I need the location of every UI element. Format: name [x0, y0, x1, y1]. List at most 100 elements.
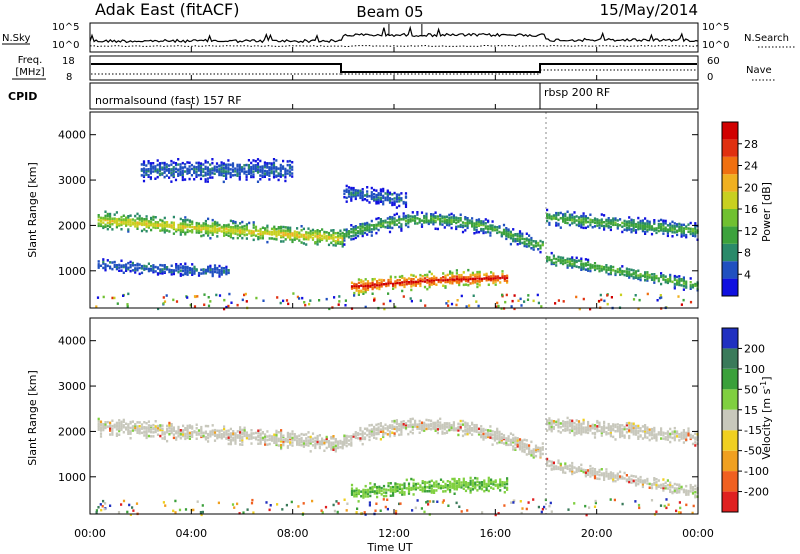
echo-cell — [275, 439, 278, 443]
echo-cell — [234, 173, 237, 177]
echo-cell — [580, 467, 583, 470]
echo-cell — [548, 419, 551, 422]
echo-cell — [432, 213, 435, 216]
echo-cell — [466, 221, 469, 224]
echo-cell — [430, 427, 433, 431]
echo-cell — [179, 274, 182, 277]
echo-cell — [193, 167, 196, 171]
echo-cell — [489, 231, 492, 234]
echo-cell — [577, 224, 581, 228]
echo-cell — [243, 293, 246, 297]
echo-cell — [118, 426, 121, 429]
echo-cell — [289, 432, 292, 436]
echo-cell — [174, 163, 178, 167]
echo-cell — [138, 429, 141, 432]
echo-cell — [510, 501, 513, 504]
echo-cell — [582, 214, 585, 218]
echo-cell — [392, 488, 395, 492]
echo-cell — [277, 439, 280, 443]
echo-cell — [467, 487, 470, 490]
echo-cell — [152, 423, 155, 427]
echo-cell — [286, 229, 289, 233]
echo-cell — [466, 224, 469, 227]
echo-cell — [483, 277, 486, 280]
echo-cell — [477, 230, 481, 234]
echo-cell — [231, 174, 235, 177]
echo-cell — [650, 273, 654, 276]
echo-cell — [475, 226, 478, 229]
echo-cell — [462, 487, 465, 490]
echo-cell — [389, 494, 392, 497]
echo-cell — [469, 275, 472, 278]
echo-cell — [273, 232, 276, 236]
echo-cell — [433, 485, 436, 488]
echo-cell — [350, 436, 353, 440]
echo-cell — [589, 472, 592, 475]
echo-cell — [163, 437, 166, 441]
echo-cell — [625, 220, 628, 223]
echo-cell — [280, 438, 283, 441]
echo-cell — [451, 275, 454, 278]
echo-cell — [589, 265, 592, 268]
echo-cell — [452, 214, 455, 217]
echo-cell — [474, 277, 477, 280]
echo-cell — [134, 221, 137, 225]
echo-cell — [159, 426, 162, 429]
echo-cell — [671, 224, 674, 228]
x-tick-label: 20:00 — [581, 527, 613, 540]
echo-cell — [158, 162, 162, 165]
echo-cell — [491, 229, 494, 232]
echo-cell — [170, 180, 173, 183]
echo-cell — [259, 230, 262, 233]
echo-cell — [600, 434, 603, 437]
echo-cell — [268, 162, 271, 165]
echo-cell — [334, 441, 337, 444]
echo-cell — [628, 478, 631, 481]
echo-cell — [361, 234, 364, 238]
echo-cell — [149, 162, 152, 165]
echo-cell — [414, 421, 417, 424]
echo-cell — [568, 419, 571, 422]
echo-cell — [689, 436, 692, 439]
echo-cell — [506, 482, 509, 486]
echo-cell — [276, 296, 279, 299]
x-tick-label: 12:00 — [378, 527, 410, 540]
echo-cell — [330, 234, 333, 237]
echo-cell — [491, 437, 494, 440]
echo-cell — [172, 272, 175, 276]
echo-cell — [423, 487, 427, 491]
echo-cell — [199, 171, 203, 174]
echo-cell — [384, 225, 387, 229]
echo-cell — [401, 491, 404, 494]
echo-cell — [122, 218, 125, 221]
echo-cell — [156, 224, 160, 227]
echo-cell — [487, 483, 490, 486]
echo-cell — [382, 200, 385, 203]
echo-cell — [653, 227, 656, 230]
echo-cell — [316, 436, 319, 439]
echo-cell — [646, 426, 649, 429]
echo-cell — [99, 424, 103, 427]
echo-cell — [232, 226, 235, 229]
echo-cell — [131, 420, 134, 423]
echo-cell — [113, 221, 116, 224]
echo-cell — [407, 484, 411, 488]
echo-cell — [270, 439, 274, 442]
echo-cell — [284, 171, 287, 175]
echo-cell — [127, 220, 130, 223]
echo-cell — [468, 427, 471, 430]
echo-cell — [225, 173, 228, 177]
echo-cell — [423, 221, 426, 224]
echo-cell — [434, 216, 437, 220]
echo-cell — [376, 280, 379, 283]
echo-cell — [213, 264, 217, 267]
echo-cell — [449, 484, 452, 488]
echo-cell — [122, 214, 125, 217]
echo-cell — [270, 163, 273, 167]
echo-cell — [423, 483, 427, 486]
colorbar-tick-label: 20 — [744, 181, 758, 194]
echo-cell — [207, 230, 210, 233]
echo-cell — [637, 307, 640, 310]
echo-cell — [163, 270, 166, 273]
echo-cell — [389, 482, 392, 485]
